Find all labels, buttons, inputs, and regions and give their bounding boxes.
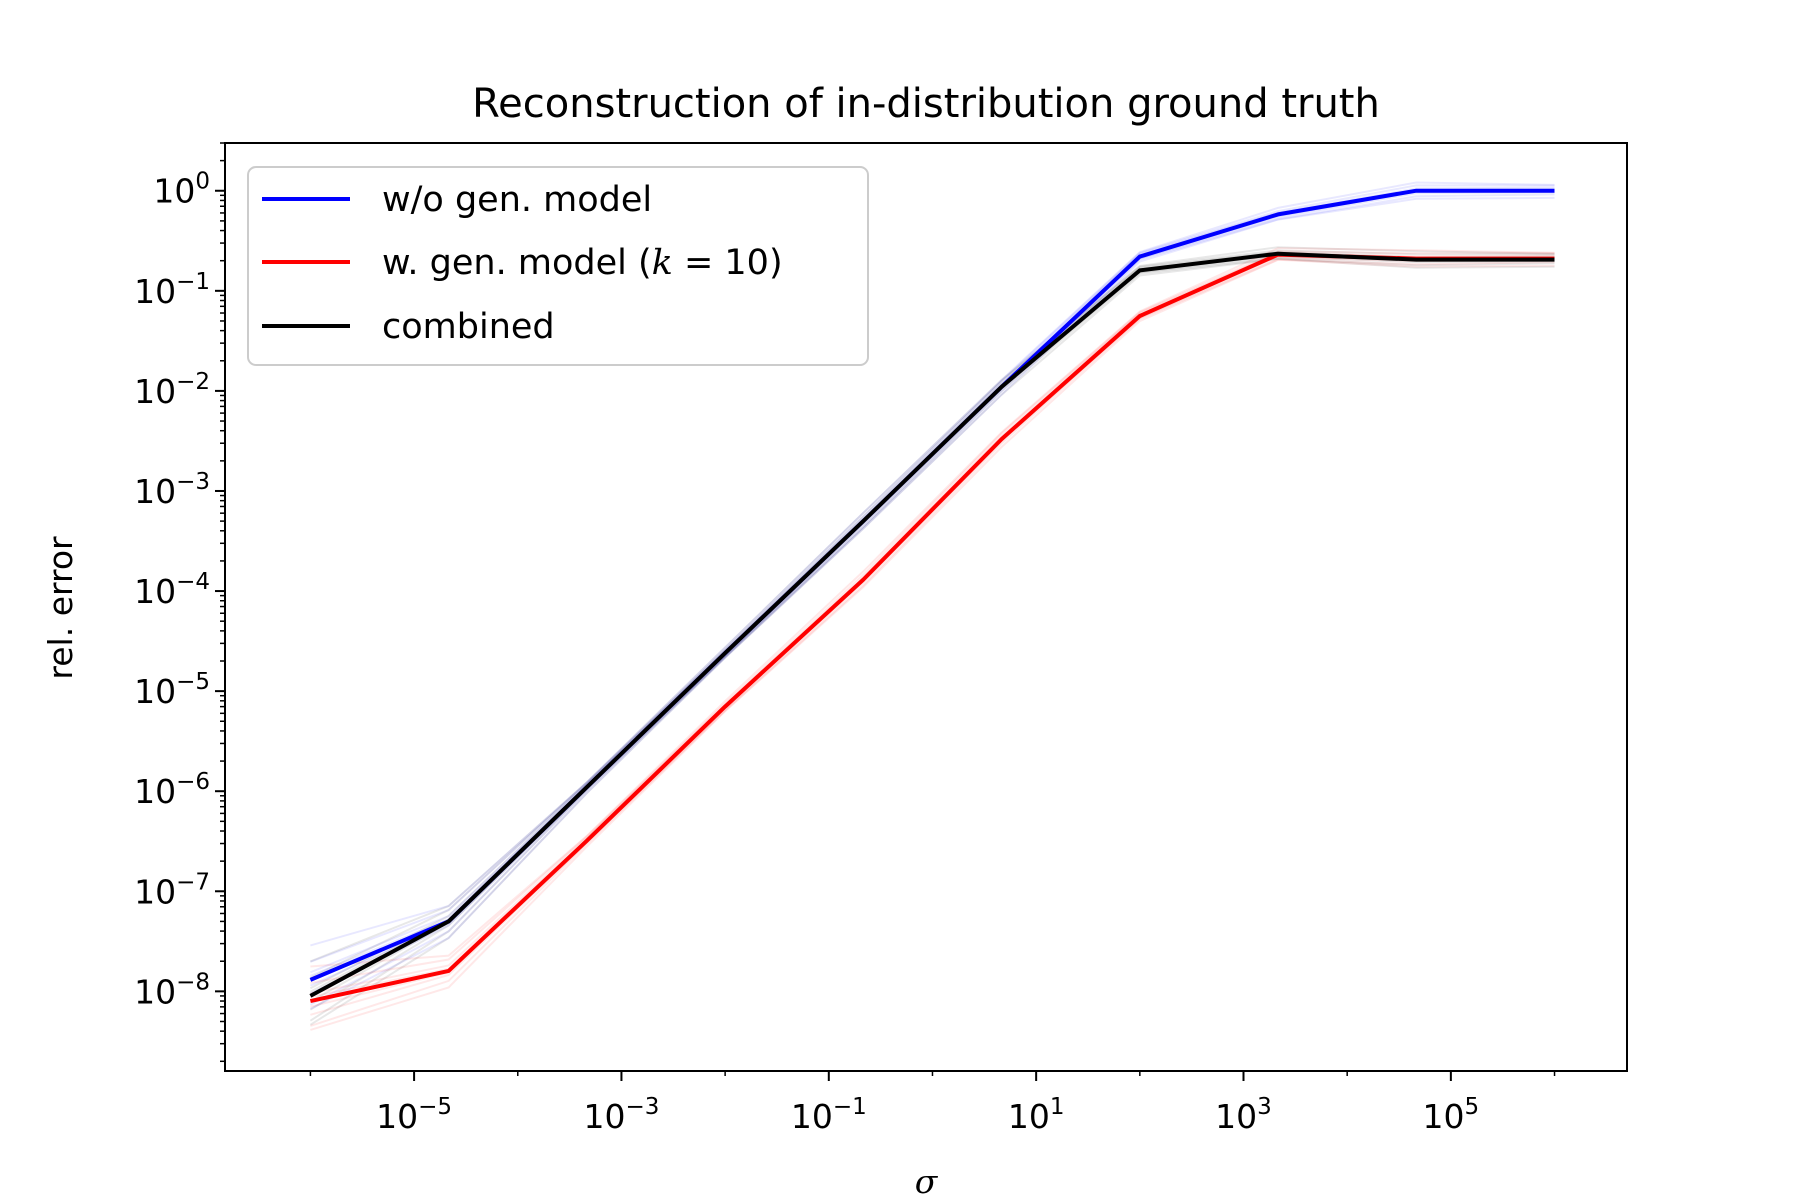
series-trace-0-0	[309, 196, 1555, 1010]
series-trace-2-0	[309, 257, 1555, 1026]
series-trace-2-6	[309, 249, 1555, 979]
series-trace-1-0	[310, 258, 1555, 1031]
series-trace-1-7	[310, 247, 1555, 968]
y-tick-label: 10−3	[134, 469, 210, 511]
legend-label-with-gen-model: w. gen. model (k = 10)	[382, 243, 783, 283]
x-tick-label: 101	[1008, 1094, 1065, 1136]
chart-title: Reconstruction of in-distribution ground…	[472, 81, 1380, 127]
y-tick-label: 100	[153, 169, 210, 211]
series-trace-2-2	[309, 255, 1555, 1011]
legend-box	[247, 166, 869, 366]
series-trace-1-2	[310, 256, 1555, 1016]
series-trace-1-3	[310, 255, 1555, 1008]
y-tick-label: 10−6	[134, 769, 210, 811]
x-axis: 10−5 10−3 10−1 101 103 105	[309, 1071, 1556, 1136]
legend: w/o gen. model w. gen. model (k = 10) co…	[247, 166, 869, 366]
x-tick-label: 10−3	[583, 1094, 659, 1136]
y-tick-label: 10−7	[134, 869, 210, 911]
x-tick-label: 10−5	[376, 1094, 452, 1136]
series-trace-2-3	[309, 254, 1555, 1003]
series-line-2	[309, 251, 1555, 998]
x-axis-label: σ	[915, 1162, 939, 1200]
x-tick-label: 105	[1423, 1094, 1480, 1136]
series-trace-0-6	[310, 184, 1555, 963]
series-trace-0-1	[309, 193, 1555, 1006]
y-axis-label: rel. error	[41, 536, 80, 680]
series-trace-1-1	[310, 258, 1555, 1027]
series-trace-1-6	[310, 250, 1555, 984]
y-axis: 100 10−1 10−2 10−3 10−4 10−5 10−6 10−7 10−8	[134, 142, 225, 1063]
y-tick-label: 10−1	[134, 269, 210, 311]
series-trace-2-1	[309, 257, 1555, 1022]
y-tick-label: 10−8	[134, 969, 210, 1011]
legend-label-without-gen-model: w/o gen. model	[382, 180, 652, 220]
series-lines	[309, 188, 1555, 1004]
x-tick-label: 10−1	[791, 1094, 867, 1136]
y-tick-label: 10−2	[134, 369, 210, 411]
series-trace-0-7	[310, 181, 1555, 947]
series-line-1	[309, 252, 1555, 1004]
y-tick-label: 10−4	[134, 569, 210, 611]
legend-label-combined: combined	[382, 307, 555, 347]
y-tick-label: 10−5	[134, 669, 210, 711]
series-trace-2-7	[310, 246, 1555, 963]
x-tick-label: 103	[1215, 1094, 1272, 1136]
